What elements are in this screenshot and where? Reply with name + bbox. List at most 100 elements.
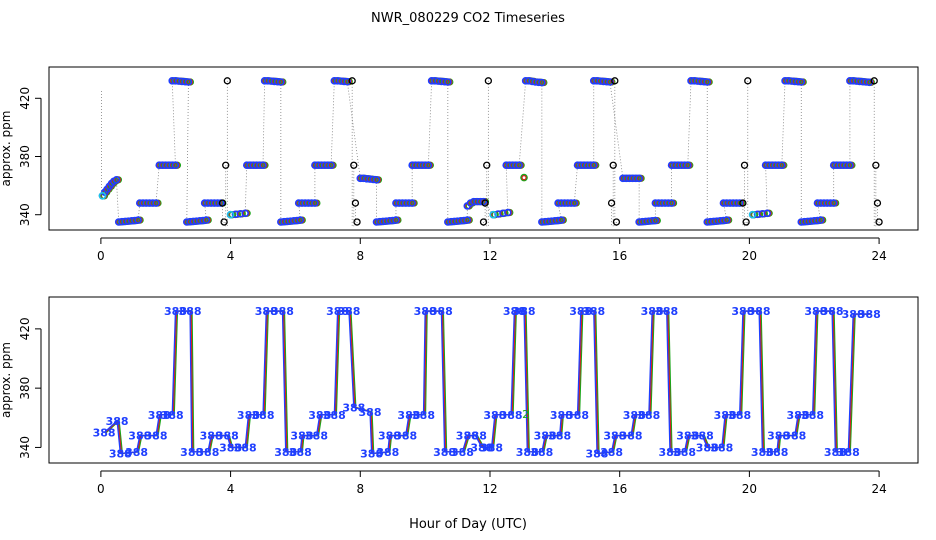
- drop-line: [765, 165, 768, 214]
- blue-point: [307, 199, 316, 207]
- point-label: 388: [858, 308, 881, 321]
- point-label: 388: [710, 441, 733, 454]
- drop-line: [330, 80, 335, 166]
- point-label: 388: [600, 446, 623, 459]
- point-label: 388: [290, 430, 313, 443]
- x-axis: 0 4 8 12 16 20 24: [97, 237, 887, 263]
- drop-line: [262, 80, 266, 166]
- blue-point: [296, 216, 305, 224]
- point-label: 388: [603, 430, 626, 443]
- blue-point: [534, 78, 543, 87]
- point-label: 388: [430, 305, 453, 318]
- plot-frame: [48, 296, 919, 464]
- point-label: 388: [842, 308, 865, 321]
- point-label: 388: [216, 430, 239, 443]
- figure-title: NWR_080229 CO2 Timeseries: [371, 11, 565, 26]
- cyan-point: [98, 191, 107, 200]
- blue-point: [327, 161, 335, 170]
- black-point: [350, 161, 358, 169]
- point-label: 388: [623, 409, 646, 422]
- blue-point: [570, 199, 579, 207]
- point-label: 388: [714, 409, 737, 422]
- x-tick-label: 8: [356, 482, 364, 496]
- point-label: 388: [586, 447, 609, 460]
- point-label: 388: [500, 409, 523, 422]
- point-label: 388: [637, 409, 660, 422]
- blue-point: [778, 161, 786, 170]
- drop-line: [346, 81, 361, 179]
- blue-point: [424, 161, 433, 170]
- blue-point: [421, 161, 429, 170]
- point-label: 388: [641, 305, 664, 318]
- x-axis: 0 4 8 12 16 20 24: [97, 470, 887, 496]
- blue-point: [512, 161, 520, 170]
- y-axis-label: approx. ppm: [0, 111, 13, 187]
- green-point: [520, 173, 528, 182]
- blue-point: [667, 199, 676, 207]
- blue-point: [826, 199, 835, 207]
- blue-point: [602, 77, 611, 86]
- x-tick-label: 20: [742, 482, 757, 496]
- black-point: [222, 161, 230, 169]
- blue-point: [865, 78, 874, 87]
- black-point: [873, 199, 882, 207]
- point-label: 388: [148, 409, 171, 422]
- blue-point: [369, 175, 378, 184]
- point-label: 388: [412, 409, 435, 422]
- blue-point: [632, 174, 640, 183]
- point-label: 388: [200, 430, 223, 443]
- blue-point: [277, 78, 285, 86]
- drop-lines: [101, 80, 880, 228]
- x-tick-label: 0: [97, 249, 105, 263]
- black-point: [739, 199, 747, 207]
- blue-point: [241, 209, 249, 218]
- black-point: [740, 161, 749, 169]
- blue-point: [152, 199, 160, 207]
- point-label: 388: [433, 446, 456, 459]
- point-label: 388: [125, 446, 148, 459]
- blue-point: [700, 77, 708, 86]
- point-label: 388: [326, 305, 349, 318]
- point-label: 388: [801, 409, 824, 422]
- point-label: 388: [516, 446, 539, 459]
- point-label: 388: [308, 409, 331, 422]
- point-label: 388: [483, 409, 506, 422]
- point-label: 388: [394, 430, 417, 443]
- point-label: 388: [673, 446, 696, 459]
- point-label: 388: [569, 305, 592, 318]
- drop-line: [116, 179, 120, 223]
- black-point: [742, 218, 750, 226]
- annotation: 2: [522, 408, 529, 421]
- y-tick-label: 380: [18, 145, 32, 168]
- blue-point: [680, 161, 689, 170]
- point-label: 388: [359, 406, 382, 419]
- point-label: 388: [252, 409, 275, 422]
- x-tick-label: 16: [612, 249, 627, 263]
- point-label: 388: [179, 305, 202, 318]
- point-label: 388: [164, 305, 187, 318]
- point-labels: 3883883883883883883883883883883883883883…: [93, 305, 881, 460]
- cyan-point: [748, 210, 757, 219]
- x-tick-label: 24: [871, 482, 886, 496]
- black-point: [218, 199, 227, 207]
- blue-point: [273, 77, 282, 86]
- point-label: 388: [305, 430, 328, 443]
- blue-point: [479, 197, 488, 206]
- blue-point: [168, 161, 177, 170]
- black-point: [481, 199, 489, 207]
- black-point: [483, 161, 491, 169]
- blue-point: [405, 199, 413, 207]
- point-label: 388: [470, 441, 493, 454]
- blue-point: [829, 199, 838, 207]
- x-tick-label: 12: [482, 249, 497, 263]
- x-tick-label: 4: [227, 249, 235, 263]
- y-tick-label: 420: [18, 317, 32, 340]
- point-label: 388: [145, 430, 168, 443]
- point-label: 388: [93, 427, 116, 440]
- blue-point: [664, 199, 673, 207]
- blue-point: [202, 216, 211, 224]
- drop-line: [155, 165, 160, 204]
- blue-point: [372, 175, 381, 184]
- black-point: [607, 199, 616, 207]
